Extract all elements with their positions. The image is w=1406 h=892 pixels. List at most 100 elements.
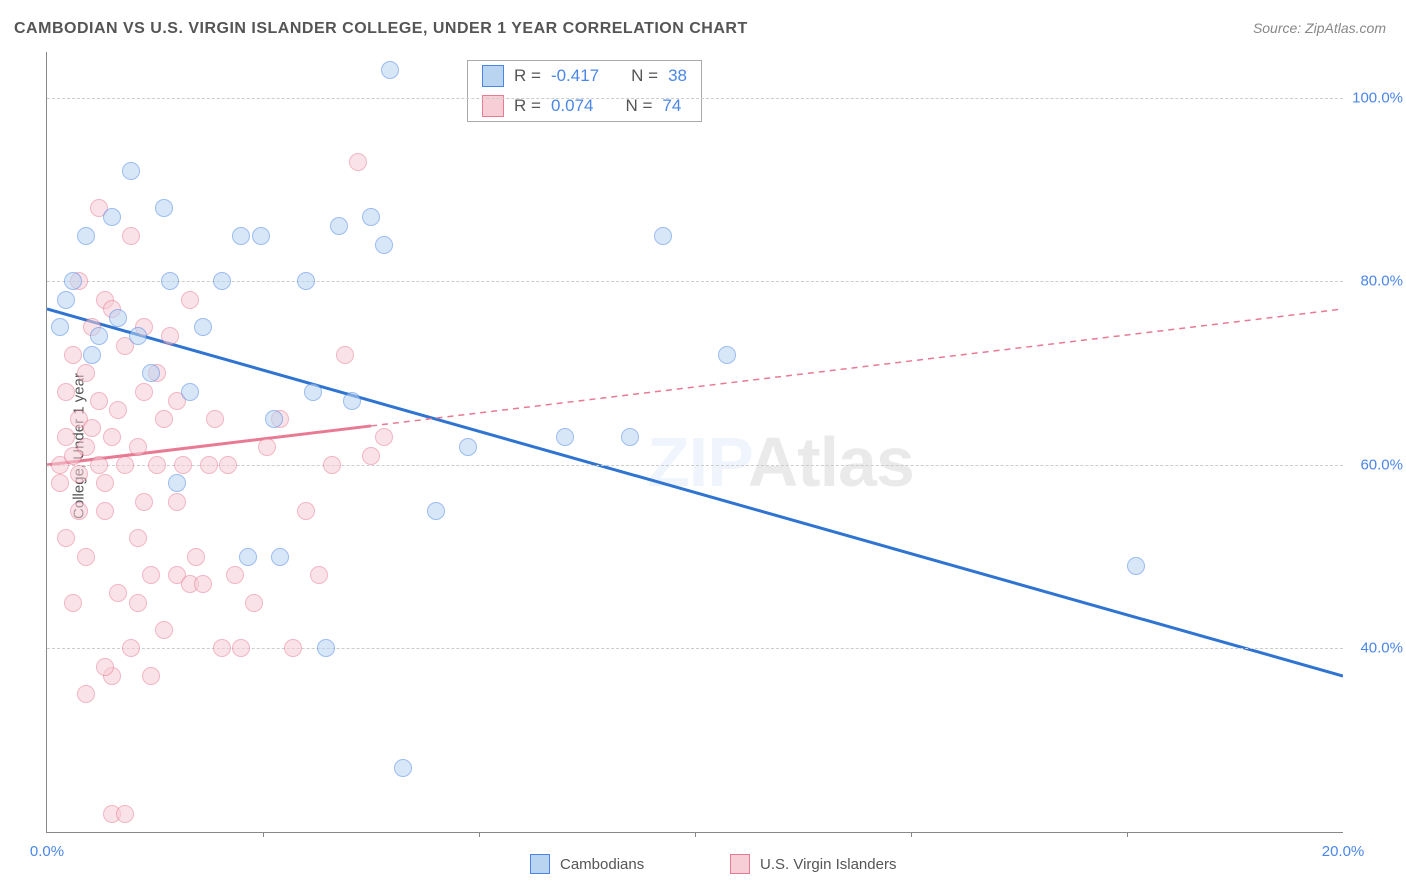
x-tick-label: 20.0% xyxy=(1322,843,1365,860)
data-point xyxy=(103,208,121,226)
data-point xyxy=(330,217,348,235)
data-point xyxy=(122,227,140,245)
data-point xyxy=(219,456,237,474)
data-point xyxy=(109,309,127,327)
data-point xyxy=(64,346,82,364)
data-point xyxy=(297,272,315,290)
data-point xyxy=(310,566,328,584)
legend-n-value: 38 xyxy=(668,66,687,86)
data-point xyxy=(427,502,445,520)
data-point xyxy=(64,272,82,290)
legend-n-label: N = xyxy=(625,96,652,116)
data-point xyxy=(654,227,672,245)
data-point xyxy=(245,594,263,612)
legend-n-label: N = xyxy=(631,66,658,86)
legend-swatch xyxy=(482,65,504,87)
legend-r-value: -0.417 xyxy=(551,66,599,86)
data-point xyxy=(57,291,75,309)
x-tick xyxy=(1127,832,1128,837)
data-point xyxy=(129,594,147,612)
data-point xyxy=(129,327,147,345)
legend-label-usvi: U.S. Virgin Islanders xyxy=(760,856,896,873)
gridline xyxy=(47,98,1343,99)
legend-r-label: R = xyxy=(514,66,541,86)
trend-lines xyxy=(47,52,1343,832)
data-point xyxy=(336,346,354,364)
gridline xyxy=(47,281,1343,282)
data-point xyxy=(142,566,160,584)
data-point xyxy=(621,428,639,446)
data-point xyxy=(187,548,205,566)
legend-label-cambodians: Cambodians xyxy=(560,856,644,873)
data-point xyxy=(168,493,186,511)
chart-container: CAMBODIAN VS U.S. VIRGIN ISLANDER COLLEG… xyxy=(0,0,1406,892)
data-point xyxy=(96,502,114,520)
y-tick-label: 60.0% xyxy=(1360,456,1403,473)
data-point xyxy=(142,364,160,382)
data-point xyxy=(232,227,250,245)
data-point xyxy=(122,162,140,180)
data-point xyxy=(83,346,101,364)
data-point xyxy=(297,502,315,520)
data-point xyxy=(155,199,173,217)
data-point xyxy=(155,621,173,639)
chart-title: CAMBODIAN VS U.S. VIRGIN ISLANDER COLLEG… xyxy=(14,20,748,38)
data-point xyxy=(232,639,250,657)
data-point xyxy=(90,456,108,474)
data-point xyxy=(200,456,218,474)
data-point xyxy=(116,456,134,474)
data-point xyxy=(343,392,361,410)
data-point xyxy=(77,548,95,566)
data-point xyxy=(161,327,179,345)
x-tick xyxy=(695,832,696,837)
legend-row: R = -0.417 N = 38 xyxy=(468,61,701,91)
data-point xyxy=(174,456,192,474)
data-point xyxy=(362,208,380,226)
data-point xyxy=(90,327,108,345)
data-point xyxy=(381,61,399,79)
data-point xyxy=(181,383,199,401)
data-point xyxy=(116,805,134,823)
x-tick xyxy=(263,832,264,837)
data-point xyxy=(148,456,166,474)
data-point xyxy=(57,529,75,547)
series-legend-2: U.S. Virgin Islanders xyxy=(730,854,896,874)
data-point xyxy=(70,502,88,520)
data-point xyxy=(109,401,127,419)
legend-n-value: 74 xyxy=(662,96,681,116)
data-point xyxy=(375,428,393,446)
data-point xyxy=(109,584,127,602)
data-point xyxy=(394,759,412,777)
data-point xyxy=(90,392,108,410)
data-point xyxy=(77,685,95,703)
data-point xyxy=(135,383,153,401)
data-point xyxy=(239,548,257,566)
data-point xyxy=(51,474,69,492)
data-point xyxy=(252,227,270,245)
data-point xyxy=(718,346,736,364)
data-point xyxy=(1127,557,1145,575)
data-point xyxy=(77,438,95,456)
data-point xyxy=(57,383,75,401)
x-tick xyxy=(911,832,912,837)
data-point xyxy=(96,658,114,676)
data-point xyxy=(304,383,322,401)
data-point xyxy=(122,639,140,657)
data-point xyxy=(181,291,199,309)
correlation-legend: R =-0.417N =38R =0.074N =74 xyxy=(467,60,702,122)
watermark-zip: ZIP xyxy=(647,423,748,501)
source-label: Source: ZipAtlas.com xyxy=(1253,20,1386,36)
series-legend-1: Cambodians xyxy=(530,854,644,874)
data-point xyxy=(317,639,335,657)
y-tick-label: 40.0% xyxy=(1360,640,1403,657)
data-point xyxy=(194,318,212,336)
legend-r-label: R = xyxy=(514,96,541,116)
data-point xyxy=(142,667,160,685)
data-point xyxy=(362,447,380,465)
data-point xyxy=(213,272,231,290)
legend-r-value: 0.074 xyxy=(551,96,594,116)
data-point xyxy=(57,428,75,446)
data-point xyxy=(135,493,153,511)
data-point xyxy=(96,474,114,492)
data-point xyxy=(349,153,367,171)
